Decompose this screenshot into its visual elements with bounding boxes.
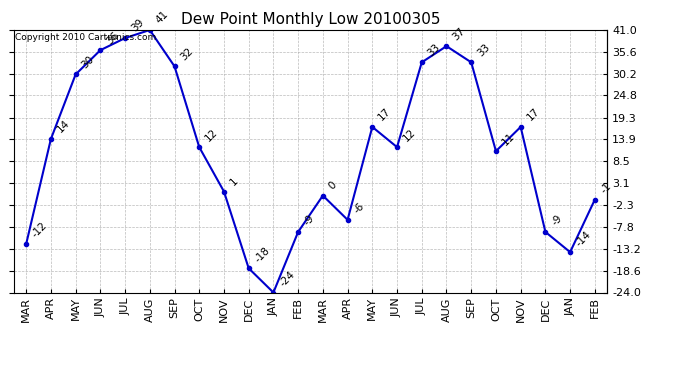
Text: 11: 11 — [500, 130, 517, 147]
Text: 17: 17 — [525, 106, 541, 123]
Text: -18: -18 — [253, 245, 272, 264]
Text: -14: -14 — [574, 229, 593, 248]
Text: 17: 17 — [377, 106, 393, 123]
Text: 36: 36 — [104, 30, 121, 46]
Title: Dew Point Monthly Low 20100305: Dew Point Monthly Low 20100305 — [181, 12, 440, 27]
Text: 32: 32 — [179, 46, 195, 62]
Text: 33: 33 — [426, 42, 442, 58]
Text: 39: 39 — [129, 18, 146, 34]
Text: 14: 14 — [55, 118, 72, 135]
Text: 30: 30 — [80, 54, 96, 70]
Text: 33: 33 — [475, 42, 492, 58]
Text: -6: -6 — [352, 201, 366, 216]
Text: 41: 41 — [154, 9, 170, 26]
Text: -9: -9 — [549, 213, 564, 228]
Text: 12: 12 — [401, 126, 417, 143]
Text: 37: 37 — [451, 26, 467, 42]
Text: 0: 0 — [327, 180, 339, 191]
Text: -9: -9 — [302, 213, 317, 228]
Text: -1: -1 — [599, 181, 613, 195]
Text: -24: -24 — [277, 269, 297, 288]
Text: -12: -12 — [30, 221, 50, 240]
Text: 1: 1 — [228, 176, 240, 188]
Text: Copyright 2010 Cartronics.com: Copyright 2010 Cartronics.com — [15, 33, 156, 42]
Text: 12: 12 — [204, 126, 220, 143]
